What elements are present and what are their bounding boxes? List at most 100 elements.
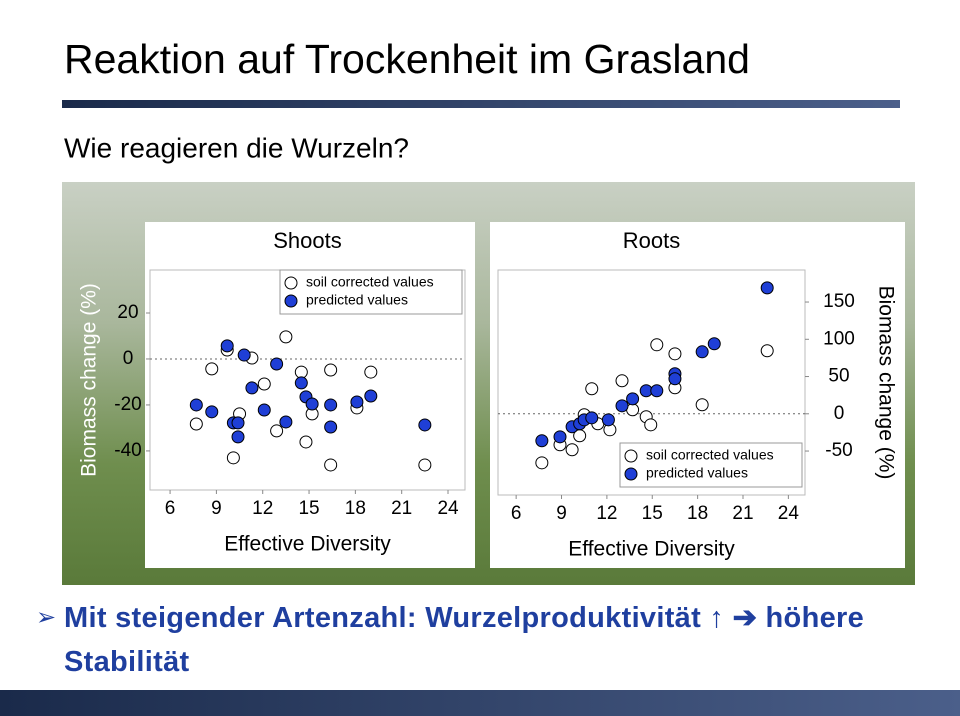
data-point: [760, 281, 774, 295]
x-tick-label: 21: [391, 498, 412, 519]
data-point: [565, 443, 579, 457]
x-axis-label: Effective Diversity: [224, 533, 391, 556]
data-point: [231, 430, 245, 444]
data-point: [585, 411, 599, 425]
y-tick-label: -20: [114, 394, 141, 415]
data-point: [299, 435, 313, 449]
data-point: [324, 458, 338, 472]
data-point: [270, 357, 284, 371]
title-bar: [62, 100, 900, 108]
legend-label: predicted values: [306, 292, 408, 308]
data-point: [350, 395, 364, 409]
data-point: [205, 405, 219, 419]
data-point: [189, 398, 203, 412]
y-tick-label: 150: [823, 291, 855, 312]
plot-frame: [497, 269, 806, 496]
legend-marker: [624, 467, 638, 481]
bullet-text: Mit steigender Artenzahl: Wurzelprodukti…: [64, 596, 944, 684]
data-point: [364, 389, 378, 403]
legend-marker: [284, 294, 298, 308]
x-tick-label: 6: [511, 503, 522, 524]
x-tick-label: 15: [298, 498, 319, 519]
data-point: [707, 337, 721, 351]
data-point: [650, 338, 664, 352]
data-point: [760, 344, 774, 358]
chart-title: Shoots: [273, 228, 342, 253]
x-tick-label: 24: [437, 498, 459, 519]
data-point: [615, 399, 629, 413]
x-tick-label: 18: [687, 503, 708, 524]
data-point: [245, 381, 259, 395]
footer-bar: [0, 690, 960, 716]
bullet-part: höhere Stabilität: [64, 602, 865, 678]
data-point: [220, 339, 234, 353]
x-tick-label: 24: [778, 503, 800, 524]
slide-subtitle: Wie reagieren die Wurzeln?: [64, 132, 409, 163]
data-point: [226, 451, 240, 465]
data-point: [305, 397, 319, 411]
x-tick-label: 12: [252, 498, 273, 519]
x-tick-label: 9: [211, 498, 222, 519]
bullet-marker: ➢: [36, 604, 57, 631]
y-tick-label: 100: [823, 328, 855, 349]
y-tick-label: 20: [117, 302, 138, 323]
arrow: ➔: [732, 602, 758, 634]
data-point: [257, 403, 271, 417]
x-tick-label: 6: [165, 498, 176, 519]
chart-title: Roots: [623, 228, 680, 253]
data-point: [205, 362, 219, 376]
data-point: [294, 376, 308, 390]
x-tick-label: 12: [596, 503, 617, 524]
y-axis-label: Biomass change (%): [874, 286, 897, 480]
data-point: [585, 382, 599, 396]
data-point: [644, 418, 658, 432]
data-point: [324, 363, 338, 377]
data-point: [279, 330, 293, 344]
y-tick-label: -40: [114, 440, 141, 461]
data-point: [324, 398, 338, 412]
data-point: [364, 365, 378, 379]
data-point: [257, 377, 271, 391]
x-axis-label: Effective Diversity: [568, 538, 735, 561]
legend-label: soil corrected values: [646, 447, 774, 463]
legend-marker: [284, 276, 298, 290]
data-point: [553, 430, 567, 444]
data-point: [668, 347, 682, 361]
y-tick-label: 50: [828, 366, 849, 387]
x-tick-label: 9: [556, 503, 567, 524]
x-tick-label: 18: [345, 498, 366, 519]
data-point: [615, 374, 629, 388]
data-point: [695, 398, 709, 412]
x-tick-label: 15: [642, 503, 663, 524]
data-point: [189, 417, 203, 431]
data-point: [279, 415, 293, 429]
data-point: [237, 348, 251, 362]
data-point: [626, 392, 640, 406]
legend-label: predicted values: [646, 465, 748, 481]
data-point: [231, 416, 245, 430]
slide-title: Reaktion auf Trockenheit im Grasland: [64, 36, 750, 82]
data-point: [535, 434, 549, 448]
y-axis-label: Biomass change (%): [78, 283, 101, 477]
bullet-part: Mit steigender Artenzahl: Wurzelprodukti…: [64, 602, 725, 634]
data-point: [601, 413, 615, 427]
y-tick-label: 0: [834, 403, 845, 424]
y-tick-label: 0: [123, 348, 134, 369]
legend-box: [279, 269, 463, 315]
data-point: [418, 418, 432, 432]
x-tick-label: 21: [732, 503, 753, 524]
legend-box: [619, 442, 803, 488]
data-point: [668, 372, 682, 386]
legend-label: soil corrected values: [306, 274, 434, 290]
panel: [490, 222, 905, 568]
data-point: [695, 345, 709, 359]
data-point: [294, 365, 308, 379]
y-tick-label: -50: [825, 440, 852, 461]
data-point: [324, 420, 338, 434]
data-point: [418, 458, 432, 472]
data-point: [270, 424, 284, 438]
data-point: [535, 456, 549, 470]
data-point: [650, 384, 664, 398]
